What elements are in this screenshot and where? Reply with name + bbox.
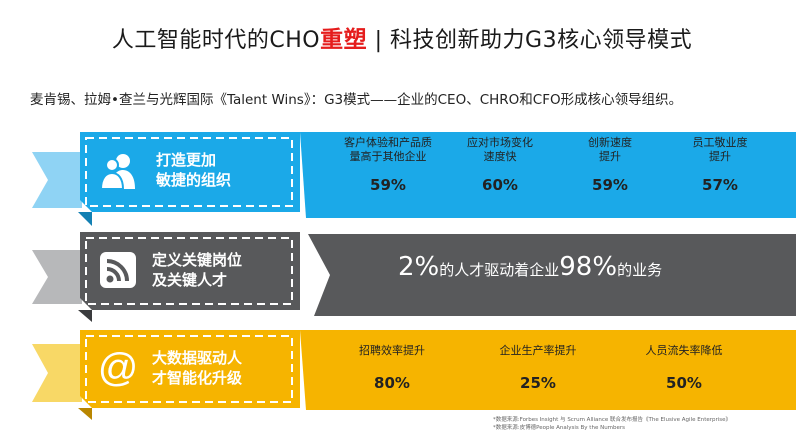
blue-ribbon-banner (32, 132, 796, 226)
page-title: 人工智能时代的CHO重塑 | 科技创新助力G3核心领导模式 (0, 20, 804, 54)
subtitle: 麦肯锡、拉姆•查兰与光辉国际《Talent Wins》：G3模式——企业的CEO… (30, 92, 683, 108)
yellow-ribbon-banner (32, 330, 796, 420)
row-big-data: @ 大数据驱动人 才智能化升级 招聘效率提升 80% 企业生产率提升 25% 人… (0, 322, 804, 422)
gray-ribbon-banner (32, 232, 796, 322)
key-talent-statement: 2%的人才驱动着企业98%的业务 (398, 252, 663, 282)
at-sign-icon: @ (97, 345, 139, 390)
metric-employee-engagement: 员工敬业度 提升 57% (692, 136, 748, 194)
data-sources: *数据来源:Forbes Insight 与 Scrum Alliance 联合… (493, 416, 731, 432)
people-icon (94, 147, 142, 195)
category-label-agile: 打造更加 敏捷的组织 (156, 151, 232, 189)
metric-innovation-speed: 创新速度 提升 59% (588, 136, 632, 194)
rss-feed-icon (94, 246, 142, 294)
metric-turnover-reduction: 人员流失率降低 50% (645, 344, 723, 392)
category-label-big-data: 大数据驱动人 才智能化升级 (152, 349, 243, 387)
category-label-key-talent: 定义关键岗位 及关键人才 (152, 251, 243, 289)
metric-recruiting-efficiency: 招聘效率提升 80% (359, 344, 425, 392)
source-line-2: *数据来源:皮博德People Analysis By the Numbers (493, 425, 626, 431)
row-key-talent: 定义关键岗位 及关键人才 2%的人才驱动着企业98%的业务 (0, 222, 804, 322)
metric-customer-experience: 客户体验和产品质 量高于其他企业 59% (344, 136, 432, 194)
title-highlight: 重塑 (320, 27, 368, 53)
row-agile-organization: 打造更加 敏捷的组织 客户体验和产品质 量高于其他企业 59% 应对市场变化 速… (0, 122, 804, 230)
title-part2: | 科技创新助力G3核心领导模式 (367, 28, 693, 53)
metric-productivity: 企业生产率提升 25% (499, 344, 577, 392)
metric-market-response: 应对市场变化 速度快 60% (467, 136, 533, 194)
title-part1: 人工智能时代的CHO (111, 28, 321, 53)
source-line-1: *数据来源:Forbes Insight 与 Scrum Alliance 联合… (493, 417, 732, 423)
